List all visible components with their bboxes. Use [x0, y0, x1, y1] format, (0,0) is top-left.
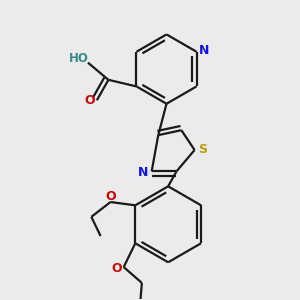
Text: N: N: [199, 44, 209, 57]
Text: O: O: [112, 262, 122, 275]
Text: O: O: [84, 94, 95, 107]
Text: N: N: [138, 166, 148, 179]
Text: S: S: [198, 142, 207, 155]
Text: HO: HO: [69, 52, 88, 64]
Text: O: O: [105, 190, 116, 202]
